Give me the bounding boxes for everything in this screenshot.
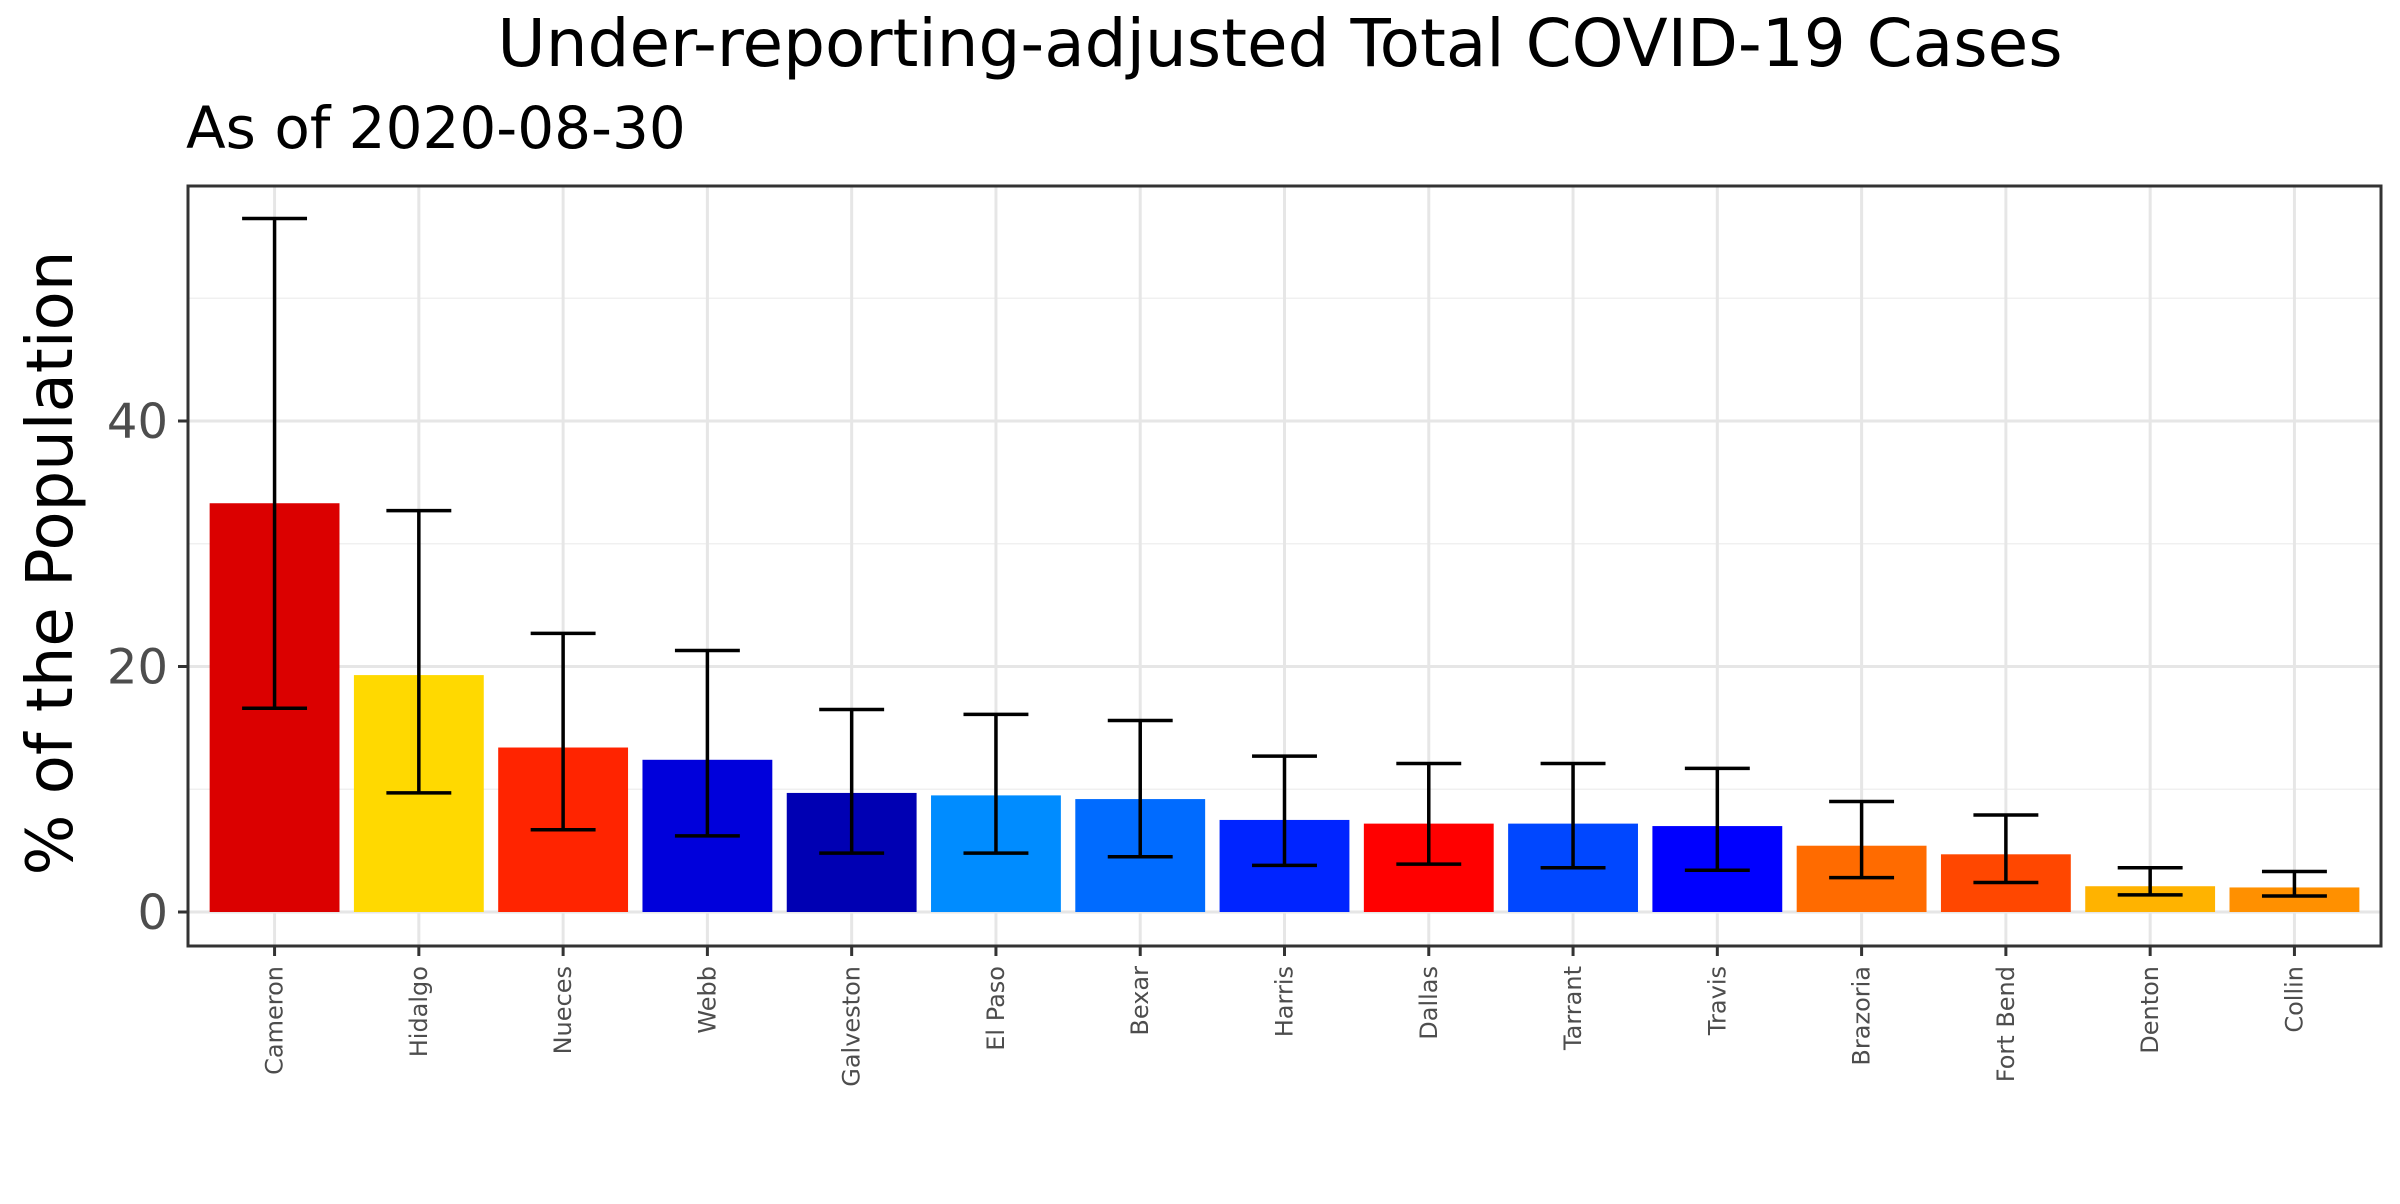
x-tick-label-collin: Collin <box>2280 966 2308 1033</box>
x-tick-label-denton: Denton <box>2136 966 2164 1054</box>
x-tick-label-el-paso: El Paso <box>982 966 1010 1051</box>
y-tick-label: 40 <box>107 394 168 450</box>
x-tick-label-nueces: Nueces <box>549 966 577 1054</box>
y-tick-label: 0 <box>137 885 168 941</box>
error-bar-denton <box>2117 866 2183 897</box>
error-bar-cameron <box>242 216 308 710</box>
error-bar-galveston <box>819 707 885 855</box>
x-tick-label-hidalgo: Hidalgo <box>405 966 433 1057</box>
error-bar-travis <box>1684 766 1750 873</box>
x-tick-label-harris: Harris <box>1271 966 1299 1037</box>
y-axis-label: % of the Population <box>14 251 88 876</box>
error-bar-fort-bend <box>1973 813 2039 885</box>
chart-title: Under-reporting-adjusted Total COVID-19 … <box>497 5 2062 82</box>
error-bar-hidalgo <box>386 508 452 795</box>
x-tick-label-fort-bend: Fort Bend <box>1992 966 2020 1082</box>
error-bar-brazoria <box>1829 799 1895 880</box>
x-tick-label-brazoria: Brazoria <box>1848 966 1876 1066</box>
plot-area: 0 20 40 Cameron Hidalgo Nueces Webb Galveston El… <box>107 184 2383 1087</box>
y-tick-label: 20 <box>107 640 168 696</box>
x-tick-label-tarrant: Tarrant <box>1559 966 1587 1051</box>
error-bar-collin <box>2261 869 2327 898</box>
x-tick-label-webb: Webb <box>693 966 721 1034</box>
error-bar-harris <box>1252 754 1317 868</box>
x-tick-label-galveston: Galveston <box>838 966 866 1087</box>
x-tick-label-bexar: Bexar <box>1126 966 1154 1036</box>
x-tick-label-dallas: Dallas <box>1415 966 1443 1040</box>
error-bar-el-paso <box>963 712 1029 855</box>
chart-subtitle: As of 2020-08-30 <box>186 94 686 162</box>
x-tick-label-travis: Travis <box>1703 966 1731 1036</box>
error-bar-bexar <box>1107 718 1173 859</box>
error-bar-tarrant <box>1540 761 1606 870</box>
error-bar-webb <box>674 648 740 838</box>
x-tick-label-cameron: Cameron <box>261 966 289 1075</box>
error-bar-dallas <box>1396 761 1462 866</box>
error-bar-nueces <box>530 631 596 832</box>
